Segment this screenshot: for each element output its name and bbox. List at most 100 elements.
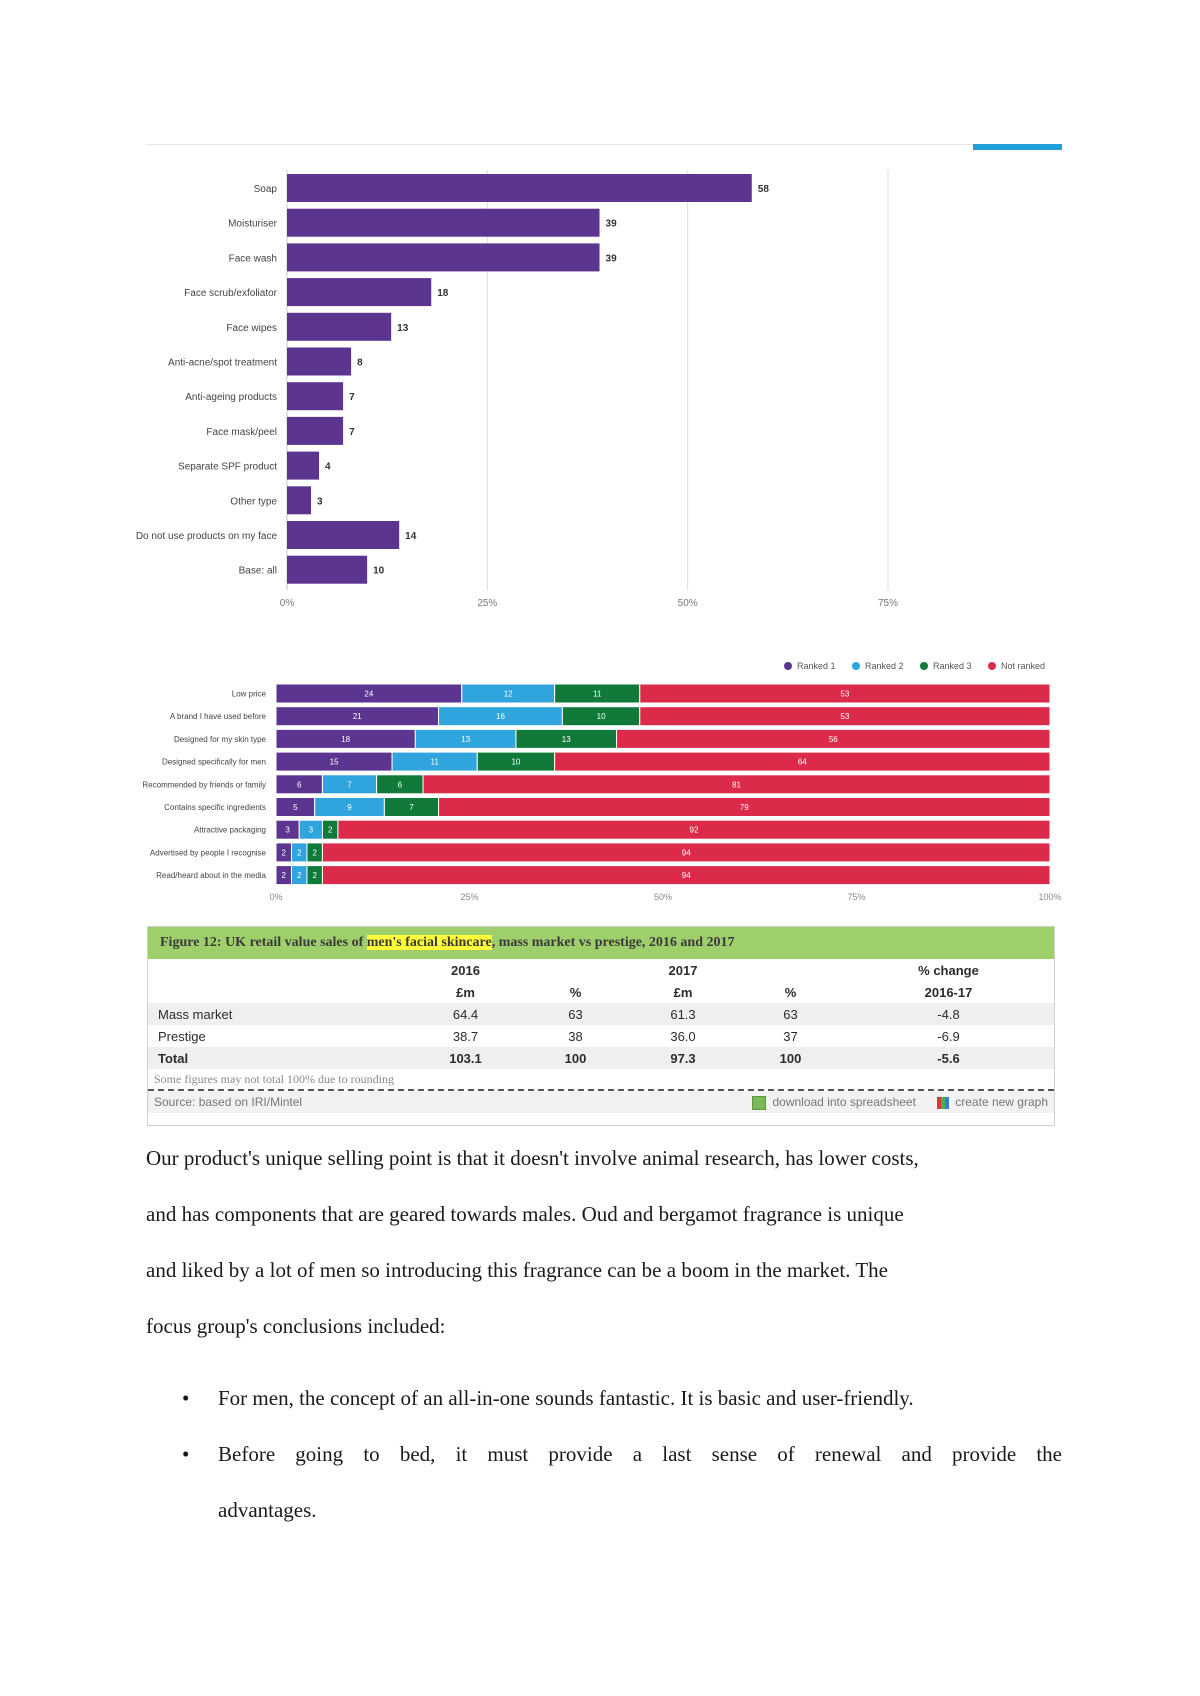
create-graph-label: create new graph <box>955 1095 1048 1109</box>
table-cell: -5.6 <box>843 1047 1054 1069</box>
table-row: Prestige 38.7 38 36.0 37 -6.9 <box>148 1025 1054 1047</box>
stacked-bar-segment <box>422 774 1051 795</box>
table-cell: 100 <box>523 1047 628 1069</box>
accent-bar <box>973 144 1062 150</box>
table-title-highlight: men's facial skincare <box>366 935 492 950</box>
table-cell: 63 <box>523 1003 628 1025</box>
data-label: 13 <box>397 323 409 334</box>
table-header-cell: £m <box>673 984 693 1000</box>
table-cell: 36.0 <box>670 1028 696 1044</box>
category-label: Recommended by friends or family <box>142 780 266 789</box>
table-row-total: Total 103.1 100 97.3 100 -5.6 <box>148 1047 1054 1069</box>
x-tick-label: 0% <box>269 892 282 902</box>
bullet-icon: • <box>182 1386 190 1410</box>
segment-label: 6 <box>297 780 302 789</box>
bullet-text: For men, the concept of an all-in-one so… <box>218 1370 1062 1426</box>
bar <box>287 312 392 341</box>
legend-label: Ranked 3 <box>933 661 972 671</box>
category-label: Other type <box>230 496 277 507</box>
legend-label: Not ranked <box>1001 661 1045 671</box>
table-header-row-2: £m % £m % 2016-17 <box>148 981 1054 1003</box>
category-label: Anti-acne/spot treatment <box>168 358 277 369</box>
segment-label: 2 <box>282 848 287 857</box>
bar <box>287 451 320 480</box>
segment-label: 10 <box>511 758 520 767</box>
x-tick-label: 75% <box>847 892 865 902</box>
segment-label: 2 <box>297 871 302 880</box>
x-tick-label: 50% <box>654 892 672 902</box>
segment-label: 53 <box>840 712 849 721</box>
category-label: Advertised by people I recognise <box>150 848 267 857</box>
table-cell: Prestige <box>158 1028 206 1044</box>
chart-skincare-usage: 0% 25% 50% 75% Soap 58 Moisturiser 39 Face wash 3… <box>136 170 898 609</box>
category-label: Read/heard about in the media <box>156 871 266 880</box>
category-label: Contains specific ingredients <box>164 803 266 812</box>
table-header-cell: % change <box>918 962 979 978</box>
sales-table-figure: Figure 12: UK retail value sales of men'… <box>147 926 1055 1126</box>
top-rule <box>146 144 1062 145</box>
category-label: Face wash <box>229 253 277 264</box>
bullet-item: • For men, the concept of an all-in-one … <box>146 1370 1062 1426</box>
bar <box>287 174 752 202</box>
stacked-bar-segment <box>616 728 1051 749</box>
table-header-cell: 2016 <box>451 962 480 978</box>
table-note: Some figures may not total 100% due to r… <box>148 1069 1054 1091</box>
segment-label: 9 <box>347 803 352 812</box>
category-label: Designed specifically for men <box>162 758 266 767</box>
table-header-cell: % <box>569 984 582 1000</box>
x-tick-label: 75% <box>878 598 898 609</box>
category-label: Anti-ageing products <box>185 392 277 403</box>
paragraph-line: focus group's conclusions included: <box>146 1314 446 1338</box>
table-cell: -6.9 <box>937 1028 960 1044</box>
table-header-cell: 2016-17 <box>924 984 973 1000</box>
category-label: Soap <box>254 184 278 195</box>
paragraph-line: Our product's unique selling point is th… <box>146 1146 919 1170</box>
segment-label: 94 <box>682 871 691 880</box>
segment-label: 53 <box>840 690 849 699</box>
bar <box>287 278 432 307</box>
category-label: Low price <box>232 690 267 699</box>
bar <box>287 347 352 376</box>
x-tick-label: 50% <box>678 598 698 609</box>
category-label: Moisturiser <box>228 219 278 230</box>
data-label: 8 <box>357 358 363 369</box>
segment-label: 11 <box>431 758 440 767</box>
data-label: 18 <box>437 288 449 299</box>
stacked-bar-segment <box>639 706 1051 727</box>
table-cell: 63 <box>738 1003 843 1025</box>
category-label: Separate SPF product <box>178 462 277 473</box>
segment-label: 16 <box>496 712 505 721</box>
data-label: 7 <box>349 392 355 403</box>
segment-label: 5 <box>293 803 298 812</box>
bar <box>287 486 312 515</box>
stacked-bar-segment <box>639 683 1051 704</box>
category-label: Do not use products on my face <box>136 531 278 542</box>
category-label: Attractive packaging <box>194 826 266 835</box>
category-label: Designed for my skin type <box>174 735 267 744</box>
table-header-cell <box>148 981 408 1003</box>
legend-marker <box>784 662 792 670</box>
bullet-icon: • <box>182 1442 190 1466</box>
table-header-cell: % <box>784 984 797 1000</box>
table-title-prefix: Figure 12: UK retail value sales of <box>160 935 367 950</box>
table-header-row-1: 2016 2017 % change <box>148 959 1054 981</box>
segment-label: 2 <box>328 826 333 835</box>
bullet-line: advantages. <box>218 1498 317 1522</box>
sales-table: 2016 2017 % change £m % £m % 2016-17 Mas… <box>148 959 1054 1069</box>
segment-label: 10 <box>597 712 606 721</box>
table-source: Source: based on IRI/Mintel <box>154 1095 303 1109</box>
stacked-bar-segment <box>321 865 1051 886</box>
table-title-suffix: , mass market vs prestige, 2016 and 2017 <box>491 935 735 950</box>
x-tick-label: 25% <box>477 598 497 609</box>
table-header-cell <box>523 959 628 981</box>
segment-label: 56 <box>829 735 838 744</box>
table-cell: Total <box>148 1047 408 1069</box>
data-label: 4 <box>325 462 331 473</box>
create-graph-link[interactable]: create new graph <box>937 1095 1048 1109</box>
stacked-bar-segment <box>554 751 1051 772</box>
download-spreadsheet-link[interactable]: download into spreadsheet <box>752 1095 916 1110</box>
legend-marker <box>988 662 996 670</box>
segment-label: 7 <box>347 780 352 789</box>
segment-label: 6 <box>398 780 403 789</box>
table-cell: 37 <box>783 1028 798 1044</box>
